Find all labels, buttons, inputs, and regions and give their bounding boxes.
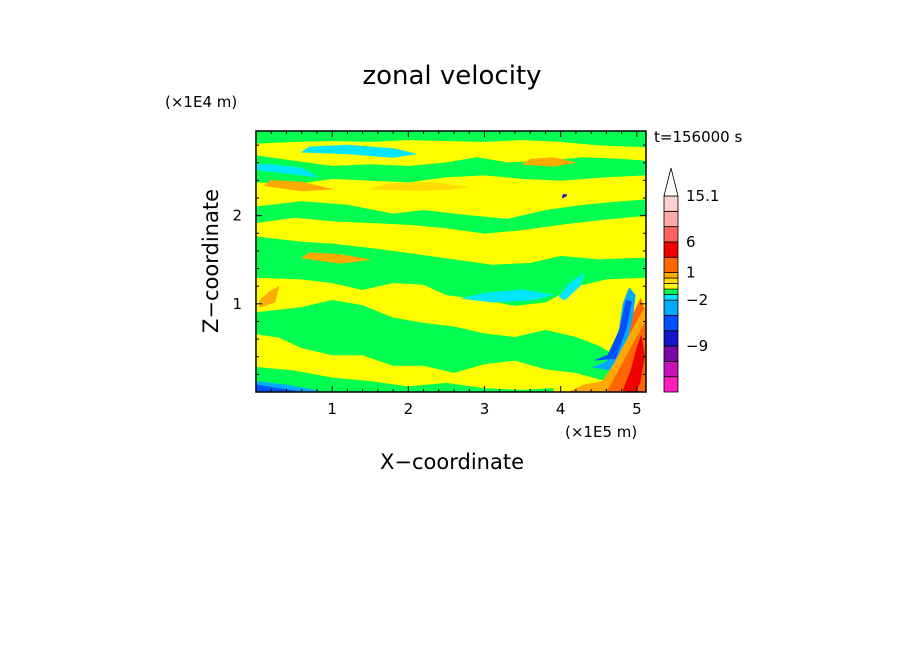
colorbar-tick-label: −9 (686, 337, 708, 355)
contour-region (461, 289, 554, 303)
colorbar-band (663, 294, 679, 301)
x-tick-label: 3 (480, 400, 490, 418)
colorbar-band (663, 299, 679, 316)
x-tick-label: 1 (327, 400, 337, 418)
colorbar-extend-arrow (663, 167, 679, 197)
contour-region (256, 236, 646, 306)
colorbar-band (663, 315, 679, 332)
contour-region (558, 273, 585, 301)
y-tick-label: 2 (232, 207, 242, 225)
colorbar-tick-label: 15.1 (686, 187, 719, 205)
y-axis-label: Z−coordinate (199, 189, 223, 333)
time-label: t=156000 s (654, 128, 742, 146)
contour-region (256, 164, 318, 178)
x-tick-label: 4 (556, 400, 566, 418)
colorbar-band (663, 226, 679, 243)
colorbar-tick-label: 1 (686, 264, 696, 282)
y-unit-label: (×1E4 m) (165, 93, 237, 111)
colorbar-band (663, 283, 679, 290)
contour-region (256, 131, 646, 148)
contour-region (370, 181, 470, 192)
x-tick-label: 2 (404, 400, 414, 418)
x-unit-label: (×1E5 m) (565, 423, 637, 441)
colorbar-tick-label: 6 (686, 233, 696, 251)
colorbar-tick-label: −2 (686, 291, 708, 309)
x-tick-label: 5 (632, 400, 642, 418)
contour-region (256, 199, 646, 234)
colorbar (663, 167, 679, 393)
x-axis-ticks: 1 2 3 4 5 (270, 131, 642, 418)
colorbar-band (663, 210, 679, 228)
colorbar-band (663, 241, 679, 258)
colorbar-band (663, 376, 679, 393)
chart-title: zonal velocity (362, 61, 541, 91)
contour-plot-area (256, 131, 646, 392)
colorbar-band (663, 330, 679, 347)
contour-region (622, 335, 645, 392)
colorbar-band (663, 288, 679, 296)
contour-region (594, 299, 632, 361)
contour-region (300, 144, 417, 158)
colorbar-band (663, 272, 679, 279)
colorbar-band (663, 277, 679, 284)
x-axis-label: X−coordinate (380, 450, 524, 474)
colorbar-labels: 15.1 6 1 −2 −9 (686, 187, 719, 355)
y-axis-ticks: 12 (232, 144, 646, 375)
contour-region (521, 157, 576, 167)
colorbar-band (663, 195, 679, 212)
y-tick-label: 1 (232, 295, 242, 313)
contour-region (256, 384, 302, 392)
colorbar-band (663, 256, 679, 273)
colorbar-band (663, 345, 679, 362)
contour-region (568, 304, 646, 392)
contour-region (259, 285, 280, 308)
contour-region (262, 180, 333, 192)
plot-frame (255, 130, 647, 393)
contour-region (561, 194, 568, 199)
contour-region (256, 366, 554, 392)
colorbar-band (663, 360, 679, 378)
contour-region (300, 252, 371, 264)
